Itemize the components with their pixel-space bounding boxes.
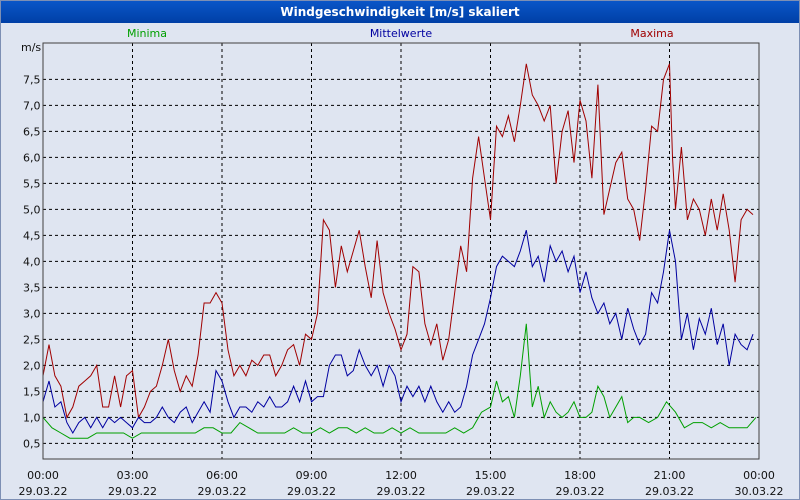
x-tick-date: 29.03.22 [645, 485, 694, 498]
plot-frame [42, 42, 760, 460]
x-tick-date: 29.03.22 [466, 485, 515, 498]
y-tick-label: 1,0 [23, 411, 41, 424]
x-tick-time: 00:00 [27, 469, 59, 482]
legend-minima: Minima [127, 27, 167, 40]
x-tick-time: 00:00 [743, 469, 775, 482]
x-tick-date: 29.03.22 [198, 485, 247, 498]
x-tick-date: 29.03.22 [556, 485, 605, 498]
x-tick-time: 18:00 [564, 469, 596, 482]
legend-maxima: Maxima [630, 27, 673, 40]
series-line-mittelwerte [42, 230, 754, 435]
series-line-maxima [42, 63, 754, 419]
series-line-minima [42, 323, 757, 439]
y-tick-label: 6,5 [23, 125, 41, 138]
x-tick-date: 29.03.22 [19, 485, 68, 498]
window-title: Windgeschwindigkeit [m/s] skaliert [280, 5, 520, 19]
window-title-bar: Windgeschwindigkeit [m/s] skaliert [1, 1, 799, 23]
x-tick-time: 12:00 [385, 469, 417, 482]
x-tick-date: 30.03.22 [735, 485, 784, 498]
y-tick-label: 4,0 [23, 255, 41, 268]
x-tick-date: 29.03.22 [287, 485, 336, 498]
y-axis-unit: m/s [21, 41, 41, 54]
y-tick-label: 0,5 [23, 437, 41, 450]
y-tick-label: 3,5 [23, 281, 41, 294]
series-layer [42, 63, 757, 439]
x-tick-time: 06:00 [206, 469, 238, 482]
y-tick-label: 4,5 [23, 229, 41, 242]
x-tick-time: 09:00 [296, 469, 328, 482]
y-tick-label: 2,5 [23, 333, 41, 346]
y-tick-label: 6,0 [23, 151, 41, 164]
y-tick-label: 5,0 [23, 203, 41, 216]
y-tick-label: 3,0 [23, 307, 41, 320]
x-tick-date: 29.03.22 [108, 485, 157, 498]
axis-labels: 0,5 1,0 1,5 2,0 2,5 3,0 3,5 4,0 4,5 5,0 5,5 6,0 6,5 7… [19, 73, 784, 498]
y-tick-label: 7,0 [23, 99, 41, 112]
x-tick-date: 29.03.22 [377, 485, 426, 498]
grid-layer [43, 43, 759, 459]
y-tick-label: 2,0 [23, 359, 41, 372]
x-tick-time: 21:00 [654, 469, 686, 482]
y-tick-label: 7,5 [23, 73, 41, 86]
x-tick-time: 15:00 [475, 469, 507, 482]
x-tick-time: 03:00 [117, 469, 149, 482]
legend-mittelwerte: Mittelwerte [370, 27, 433, 40]
y-tick-label: 1,5 [23, 385, 41, 398]
y-tick-label: 5,5 [23, 177, 41, 190]
